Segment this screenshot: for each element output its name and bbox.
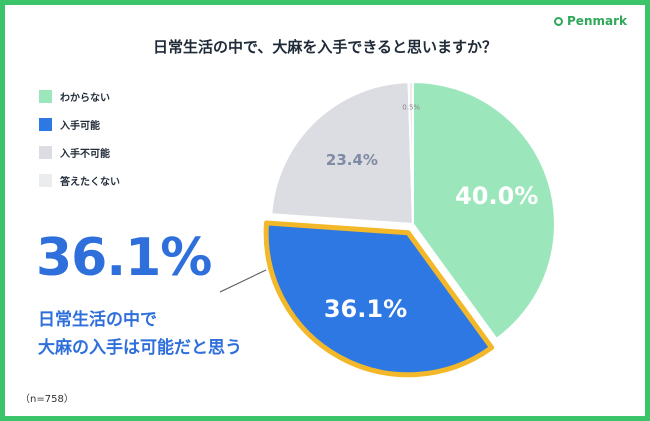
pie-slice-3 <box>407 81 414 225</box>
slice-label-1: 36.1% <box>324 295 407 323</box>
legend-label: 答えたくない <box>60 176 120 188</box>
logo-icon <box>554 16 564 26</box>
slice-label-0: 40.0% <box>455 182 538 210</box>
legend-item: 答えたくない <box>39 172 120 188</box>
slice-label-2: 23.4% <box>326 151 378 169</box>
legend-label: 入手不可能 <box>60 148 110 160</box>
logo-text: Penmark <box>567 14 627 28</box>
pie-slice-1 <box>263 220 495 378</box>
penmark-logo: Penmark <box>554 14 627 28</box>
legend-label: わからない <box>60 92 110 104</box>
legend-swatch <box>39 173 52 187</box>
pie-slice-0 <box>412 81 556 340</box>
chart-title: 日常生活の中で、大麻を入手できると思いますか？ <box>152 38 498 56</box>
legend-swatch <box>39 117 52 131</box>
legend-item: 入手不可能 <box>39 144 120 160</box>
chart-legend: わからない 入手可能 入手不可能 答えたくない <box>39 88 120 200</box>
pie-slice-2 <box>270 81 414 225</box>
callout-percent: 36.1% <box>36 228 212 288</box>
legend-swatch <box>39 89 52 103</box>
legend-item: 入手可能 <box>39 116 120 132</box>
callout-line-1: 日常生活の中で <box>38 310 157 330</box>
sample-size-note: （n=758） <box>20 394 74 405</box>
slice-label-3: 0.5% <box>402 104 420 112</box>
legend-swatch <box>39 145 52 159</box>
callout-connector <box>219 269 267 293</box>
callout-line-2: 大麻の入手は可能だと思う <box>38 338 242 358</box>
legend-label: 入手可能 <box>60 120 100 132</box>
callout-caption: 日常生活の中で 大麻の入手は可能だと思う <box>38 306 242 362</box>
legend-item: わからない <box>39 88 120 104</box>
